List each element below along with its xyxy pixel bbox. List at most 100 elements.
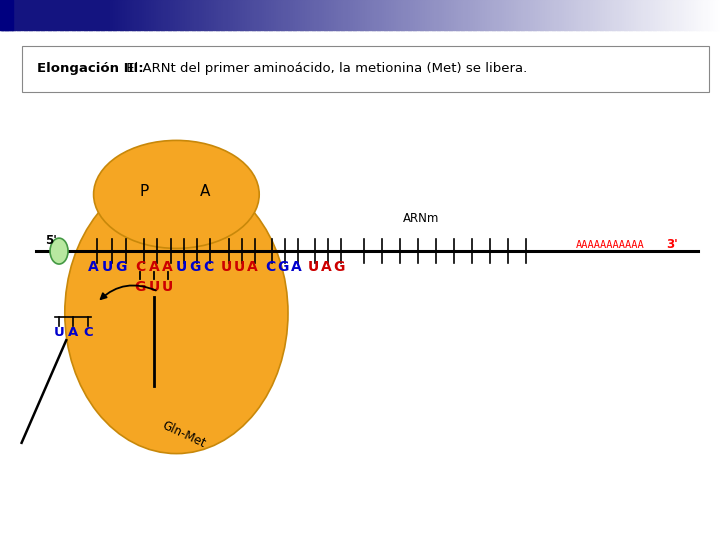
Bar	[410, 0, 413, 30]
Bar	[144, 0, 147, 30]
Bar	[698, 0, 701, 30]
Bar	[317, 0, 320, 30]
Bar	[377, 0, 380, 30]
Bar	[50, 0, 53, 30]
Bar	[598, 0, 600, 30]
Bar	[343, 0, 346, 30]
Bar	[701, 0, 704, 30]
Bar	[662, 0, 665, 30]
Bar	[398, 0, 402, 30]
Bar	[653, 0, 656, 30]
Bar	[245, 0, 248, 30]
Bar	[288, 0, 291, 30]
Bar	[194, 0, 197, 30]
Bar	[614, 0, 618, 30]
Text: Gln-Met: Gln-Met	[160, 419, 207, 450]
Bar	[499, 0, 503, 30]
Text: G: G	[135, 280, 146, 294]
Bar	[418, 0, 420, 30]
Bar	[682, 0, 685, 30]
Bar	[302, 0, 305, 30]
Bar	[322, 0, 325, 30]
Bar	[672, 0, 675, 30]
Bar	[55, 0, 58, 30]
Bar	[401, 0, 404, 30]
Bar	[274, 0, 276, 30]
Bar	[70, 0, 73, 30]
Bar	[0, 17, 13, 30]
Bar	[643, 0, 647, 30]
Bar	[300, 0, 303, 30]
Bar	[192, 0, 195, 30]
Bar	[646, 0, 649, 30]
Bar	[502, 0, 505, 30]
Bar	[590, 0, 593, 30]
Bar	[103, 0, 107, 30]
Bar	[233, 0, 236, 30]
Bar	[403, 0, 406, 30]
Bar	[130, 0, 132, 30]
Bar	[509, 0, 512, 30]
Bar	[708, 0, 711, 30]
Bar	[261, 0, 265, 30]
Bar	[542, 0, 546, 30]
Bar	[326, 0, 330, 30]
Bar	[578, 0, 582, 30]
Ellipse shape	[50, 238, 68, 264]
Bar	[487, 0, 490, 30]
Bar	[413, 0, 416, 30]
Bar	[657, 0, 661, 30]
Bar	[228, 0, 231, 30]
Bar	[408, 0, 411, 30]
Text: A: A	[200, 184, 210, 199]
Bar	[684, 0, 687, 30]
Bar	[17, 0, 20, 30]
Bar	[427, 0, 431, 30]
Bar	[331, 0, 334, 30]
Bar	[74, 0, 78, 30]
Bar	[22, 0, 24, 30]
Bar	[0, 0, 3, 30]
Bar	[468, 0, 471, 30]
Text: U: U	[176, 260, 187, 274]
Bar	[84, 0, 87, 30]
Bar	[53, 0, 56, 30]
Bar	[463, 0, 467, 30]
Bar	[127, 0, 130, 30]
Bar	[521, 0, 524, 30]
Bar	[405, 0, 409, 30]
Bar	[641, 0, 644, 30]
Bar	[554, 0, 557, 30]
Text: A: A	[89, 260, 99, 274]
Bar	[533, 0, 536, 30]
Bar	[151, 0, 154, 30]
Bar	[593, 0, 596, 30]
Bar	[173, 0, 176, 30]
Bar	[382, 0, 384, 30]
Bar	[374, 0, 377, 30]
Text: C: C	[265, 260, 275, 274]
Bar	[271, 0, 274, 30]
Bar	[439, 0, 442, 30]
Bar	[199, 0, 202, 30]
Text: G: G	[115, 260, 127, 274]
Bar	[516, 0, 519, 30]
Bar	[209, 0, 212, 30]
Bar	[480, 0, 483, 30]
Bar	[182, 0, 186, 30]
Bar	[482, 0, 485, 30]
Bar	[185, 0, 188, 30]
Bar	[99, 0, 102, 30]
Bar	[660, 0, 663, 30]
Bar	[211, 0, 215, 30]
Bar	[607, 0, 611, 30]
Bar	[540, 0, 543, 30]
Bar	[254, 0, 258, 30]
Bar	[634, 0, 636, 30]
Bar	[495, 0, 498, 30]
Bar	[214, 0, 217, 30]
Bar	[466, 0, 469, 30]
Bar	[142, 0, 145, 30]
Bar	[120, 0, 123, 30]
Bar	[470, 0, 474, 30]
